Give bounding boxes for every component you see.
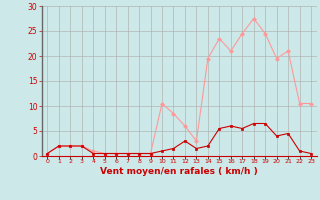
X-axis label: Vent moyen/en rafales ( km/h ): Vent moyen/en rafales ( km/h ) <box>100 167 258 176</box>
